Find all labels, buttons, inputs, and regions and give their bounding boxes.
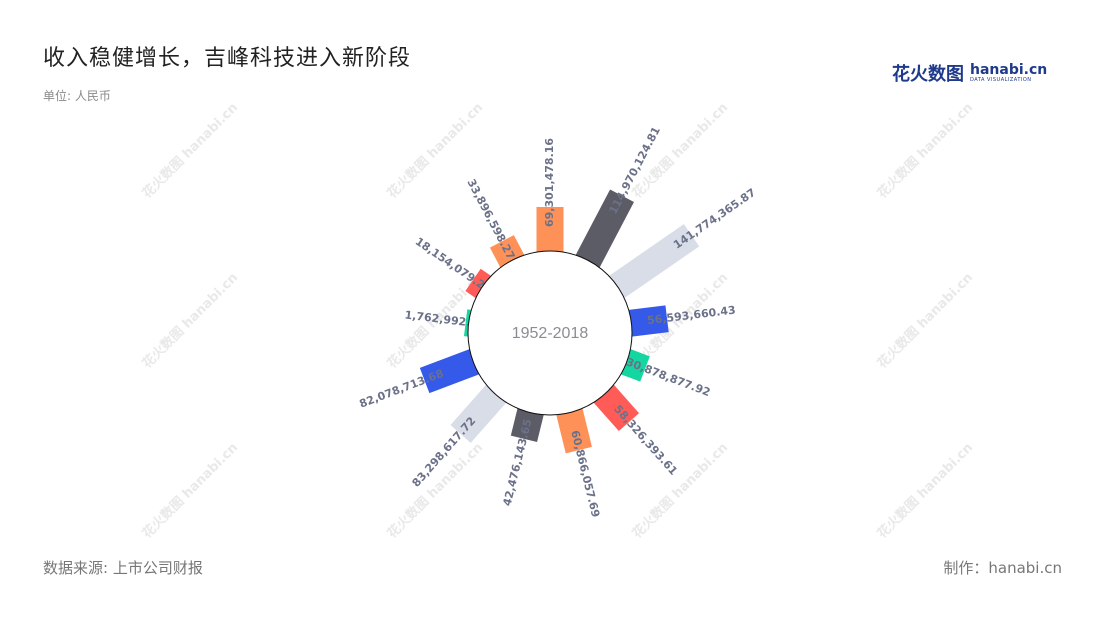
bar (604, 224, 700, 301)
bar (555, 403, 592, 454)
center-label: 1952-2018 (512, 325, 589, 342)
brand-logo: 花火数图 hanabi.cn DATA VISUALIZATION (892, 60, 1047, 86)
bar (623, 305, 669, 338)
bar-group (555, 403, 592, 454)
bar-group (573, 189, 634, 272)
bar-group (419, 347, 484, 394)
unit-label: 单位: 人民币 (43, 89, 111, 103)
bar (465, 268, 496, 301)
bar (536, 207, 564, 257)
data-label: 83,298,617.72 (410, 414, 479, 489)
credit: 制作：hanabi.cn (943, 559, 1062, 577)
logo-en-word: hanabi.cn (970, 62, 1048, 78)
bar (573, 189, 634, 272)
bar-group (623, 305, 669, 338)
bar-group (536, 207, 564, 257)
data-label: 114,970,124.81 (607, 125, 663, 217)
page-title: 收入稳健增长，吉峰科技进入新阶段 (43, 46, 412, 71)
logo-cn: 花火数图 (892, 64, 964, 85)
bar-group (465, 268, 496, 301)
bar (450, 380, 510, 443)
data-label: 18,154,079.27 (413, 235, 494, 296)
data-label: 58,326,393.61 (611, 402, 680, 477)
bar (419, 347, 484, 394)
data-label: 69,301,478.16 (543, 138, 556, 227)
bar-group (450, 380, 510, 443)
data-source: 数据来源: 上市公司财报 (43, 559, 203, 577)
logo-en: hanabi.cn DATA VISUALIZATION (970, 63, 1047, 83)
data-label: 141,774,365.87 (671, 186, 758, 252)
center-circle (467, 250, 633, 416)
bar-group (604, 224, 700, 301)
logo-en-sub: DATA VISUALIZATION (970, 77, 1032, 83)
